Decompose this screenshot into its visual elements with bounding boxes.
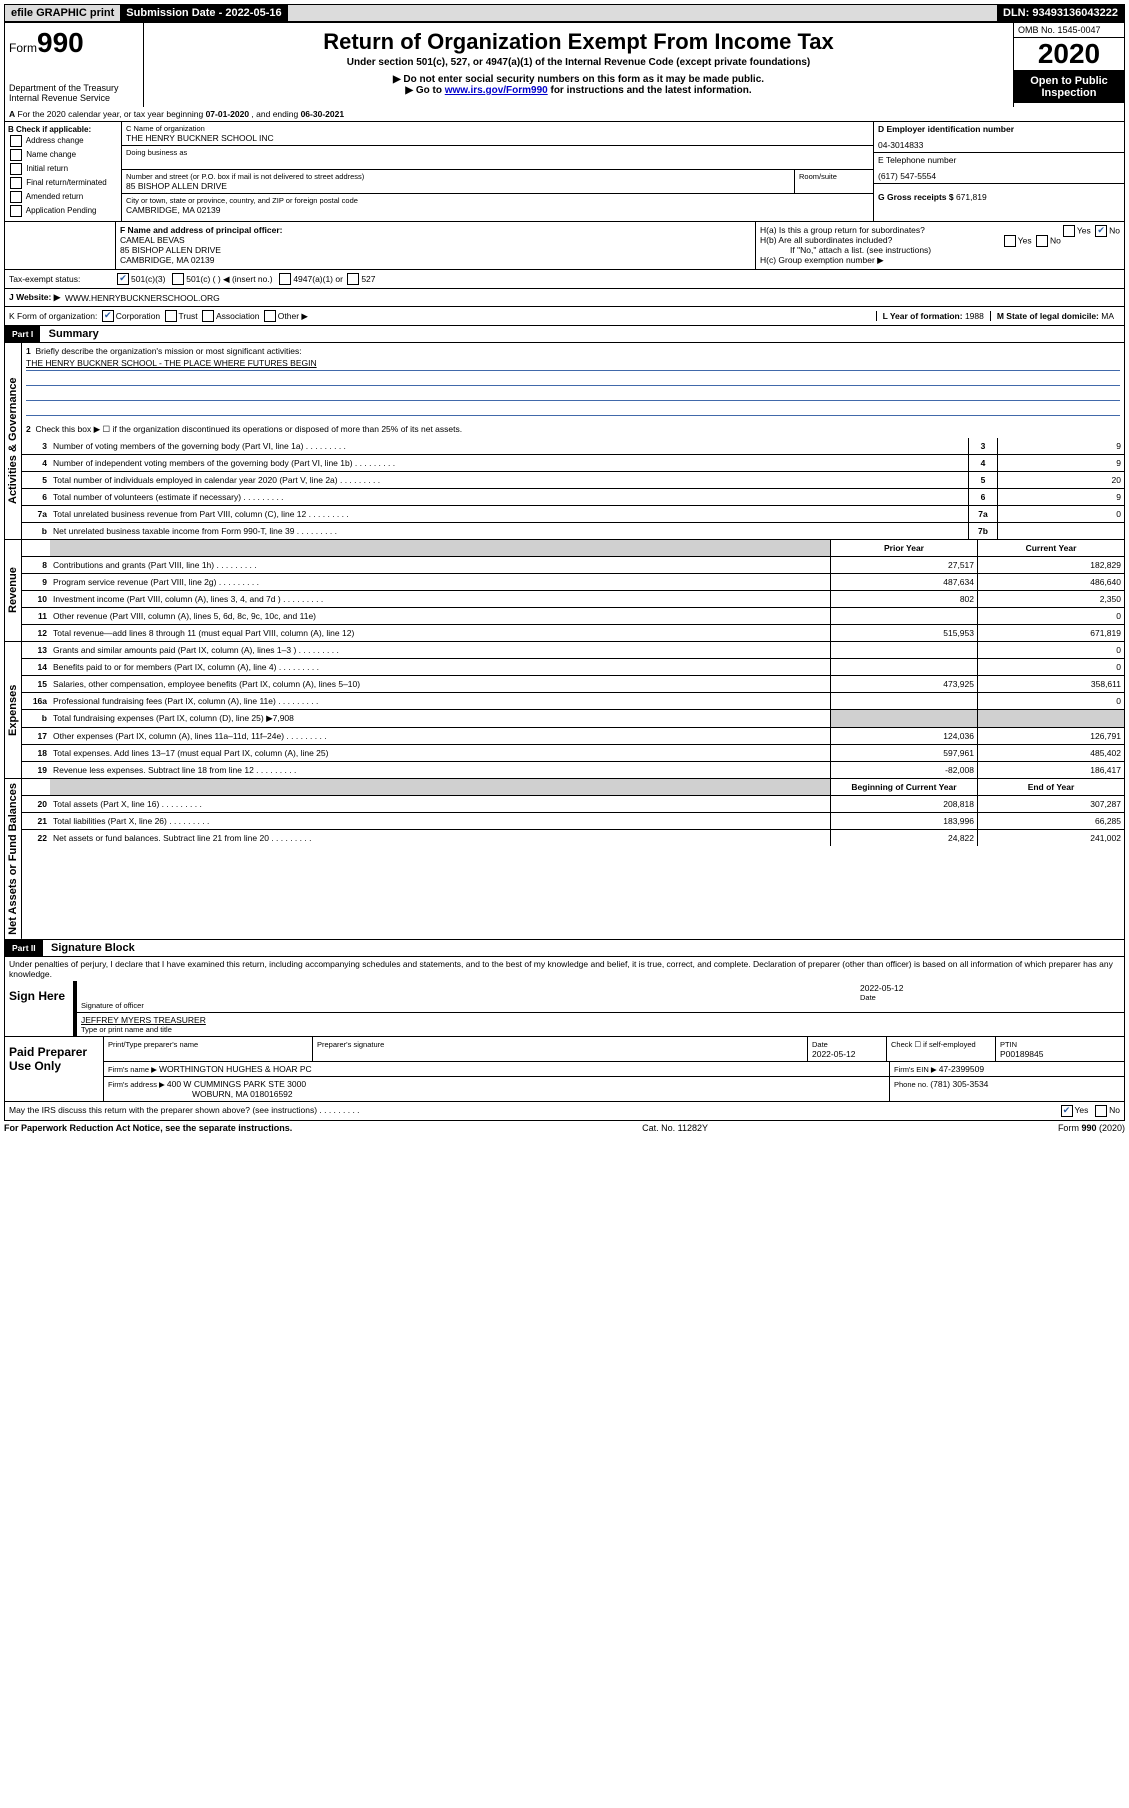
sign-here-block: Sign Here Signature of officer 2022-05-1…	[4, 981, 1125, 1037]
submission-date-box: Submission Date - 2022-05-16	[120, 5, 287, 21]
final-return-cb[interactable]	[10, 177, 22, 189]
section-a-taxyear: A For the 2020 calendar year, or tax yea…	[4, 107, 1125, 122]
vlabel-netassets: Net Assets or Fund Balances	[5, 779, 22, 939]
open-public-badge: Open to Public Inspection	[1014, 71, 1124, 103]
discuss-row: May the IRS discuss this return with the…	[4, 1102, 1125, 1121]
hb-yes-cb[interactable]	[1004, 235, 1016, 247]
col-d-ein: D Employer identification number 04-3014…	[874, 122, 1124, 221]
officer-name: CAMEAL BEVAS	[120, 235, 185, 245]
discuss-no-cb[interactable]	[1095, 1105, 1107, 1117]
efile-label: efile GRAPHIC print	[5, 5, 120, 21]
trust-cb[interactable]	[165, 310, 177, 322]
firm-name: WORTHINGTON HUGHES & HOAR PC	[159, 1064, 312, 1074]
col-b-checkboxes: B Check if applicable: Address change Na…	[5, 122, 122, 221]
title-col: Return of Organization Exempt From Incom…	[144, 23, 1014, 107]
tax-exempt-row: Tax-exempt status: 501(c)(3) 501(c) ( ) …	[4, 270, 1125, 289]
part1-header-row: Part I Summary	[4, 326, 1125, 343]
dept-label: Department of the Treasury Internal Reve…	[9, 83, 139, 103]
col-c-org: C Name of organization THE HENRY BUCKNER…	[122, 122, 874, 221]
goto-line: ▶ Go to www.irs.gov/Form990 for instruct…	[150, 85, 1007, 96]
ha-no-cb[interactable]	[1095, 225, 1107, 237]
k-l-m-row: K Form of organization: Corporation Trus…	[4, 307, 1125, 326]
officer-signed-name: JEFFREY MYERS TREASURER	[81, 1015, 206, 1025]
year-col: OMB No. 1545-0047 2020 Open to Public In…	[1014, 23, 1124, 107]
sign-here-label: Sign Here	[5, 981, 74, 1036]
subtitle: Under section 501(c), 527, or 4947(a)(1)…	[150, 57, 1007, 68]
4947-cb[interactable]	[279, 273, 291, 285]
org-name: THE HENRY BUCKNER SCHOOL INC	[126, 133, 869, 143]
part1-governance: Activities & Governance 1 Briefly descri…	[4, 343, 1125, 540]
vlabel-revenue: Revenue	[5, 540, 22, 641]
omb-number: OMB No. 1545-0047	[1014, 23, 1124, 38]
sign-date: 2022-05-12	[860, 983, 1120, 993]
vlabel-expenses: Expenses	[5, 642, 22, 778]
street-address: 85 BISHOP ALLEN DRIVE	[126, 181, 790, 191]
part1-revenue: Revenue Prior YearCurrent Year 8Contribu…	[4, 540, 1125, 642]
name-change-cb[interactable]	[10, 149, 22, 161]
form-header: Form990 Department of the Treasury Inter…	[4, 22, 1125, 107]
irs-link[interactable]: www.irs.gov/Form990	[445, 85, 548, 96]
bcd-grid: B Check if applicable: Address change Na…	[4, 122, 1125, 222]
website-row: J Website: ▶ WWW.HENRYBUCKNERSCHOOL.ORG	[4, 289, 1125, 307]
part2-header-row: Part II Signature Block	[4, 940, 1125, 957]
527-cb[interactable]	[347, 273, 359, 285]
row-f-h: F Name and address of principal officer:…	[4, 222, 1125, 270]
page-footer: For Paperwork Reduction Act Notice, see …	[4, 1121, 1125, 1135]
paid-preparer-label: Paid Preparer Use Only	[5, 1037, 104, 1101]
corp-cb[interactable]	[102, 310, 114, 322]
part1-badge: Part I	[5, 326, 40, 342]
discuss-yes-cb[interactable]	[1061, 1105, 1073, 1117]
part1-expenses: Expenses 13Grants and similar amounts pa…	[4, 642, 1125, 779]
address-change-cb[interactable]	[10, 135, 22, 147]
501c-cb[interactable]	[172, 273, 184, 285]
paid-preparer-block: Paid Preparer Use Only Print/Type prepar…	[4, 1037, 1125, 1102]
ha-yes-cb[interactable]	[1063, 225, 1075, 237]
part1-netassets: Net Assets or Fund Balances Beginning of…	[4, 779, 1125, 940]
assoc-cb[interactable]	[202, 310, 214, 322]
tax-year: 2020	[1014, 38, 1124, 71]
ssn-warning: ▶ Do not enter social security numbers o…	[150, 74, 1007, 85]
vlabel-governance: Activities & Governance	[5, 343, 22, 539]
mission-text: THE HENRY BUCKNER SCHOOL - THE PLACE WHE…	[26, 358, 1120, 371]
form-id-col: Form990 Department of the Treasury Inter…	[5, 23, 144, 107]
other-cb[interactable]	[264, 310, 276, 322]
penalty-declaration: Under penalties of perjury, I declare th…	[4, 957, 1125, 981]
part2-badge: Part II	[5, 940, 43, 956]
page-title: Return of Organization Exempt From Incom…	[150, 29, 1007, 55]
ein-value: 04-3014833	[878, 140, 1120, 150]
top-bar: efile GRAPHIC print Submission Date - 20…	[4, 4, 1125, 22]
ptin-value: P00189845	[1000, 1049, 1044, 1059]
dln-box: DLN: 93493136043222	[997, 5, 1124, 21]
website-url: WWW.HENRYBUCKNERSCHOOL.ORG	[65, 293, 220, 303]
hb-no-cb[interactable]	[1036, 235, 1048, 247]
amended-return-cb[interactable]	[10, 191, 22, 203]
app-pending-cb[interactable]	[10, 205, 22, 217]
city-state-zip: CAMBRIDGE, MA 02139	[126, 205, 869, 215]
501c3-cb[interactable]	[117, 273, 129, 285]
phone-value: (617) 547-5554	[878, 171, 1120, 181]
form-number: Form990	[9, 27, 139, 59]
gross-receipts: 671,819	[956, 192, 987, 202]
initial-return-cb[interactable]	[10, 163, 22, 175]
